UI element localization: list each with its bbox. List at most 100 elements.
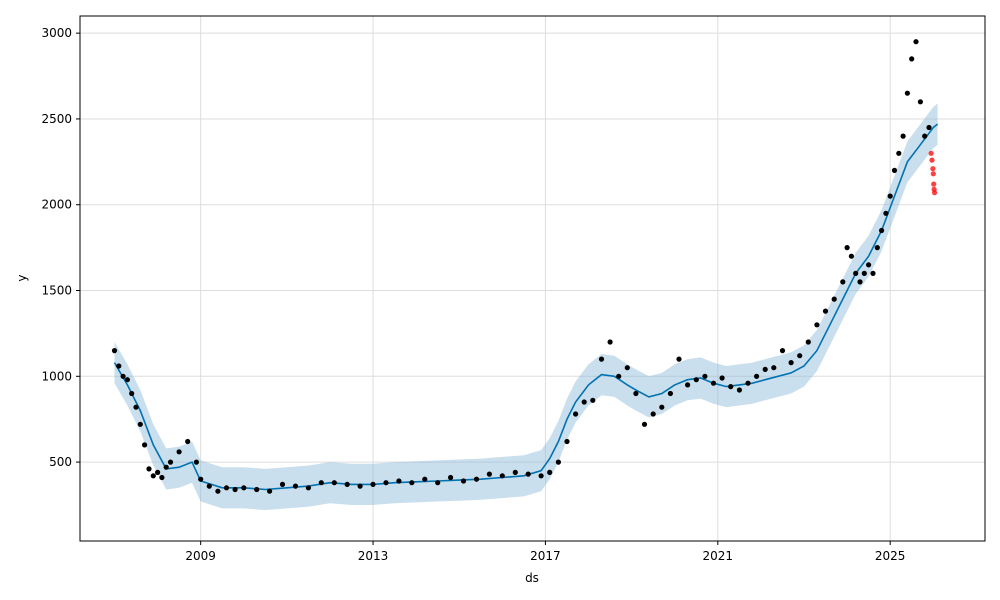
observed-point [292,483,299,489]
observed-point [831,296,837,302]
observed-point [525,471,531,477]
holdout-points [928,150,938,196]
observed-point [779,348,786,354]
observed-point [305,485,311,491]
observed-point [318,480,324,486]
observed-point [710,380,717,386]
observed-point [844,245,850,251]
observed-point [193,459,199,465]
observed-point [241,485,247,491]
observed-point [650,411,656,417]
observed-point [116,363,122,369]
observed-point [762,366,768,372]
observed-point [120,373,126,379]
observed-point [926,124,932,131]
forecast-path [113,123,939,491]
observed-point [215,488,221,494]
observed-point [870,270,876,276]
uncertainty-band [114,103,938,511]
observed-point [667,390,674,397]
observed-point [659,404,665,410]
observed-point [848,253,855,259]
observed-point [150,473,156,479]
observed-point [142,442,148,448]
observed-point [857,279,863,285]
observed-point [185,438,191,445]
observed-point [129,390,135,397]
y-tick-label: 500 [49,455,72,469]
observed-point [797,353,803,359]
x-tick-label: 2009 [185,549,216,563]
observed-point [771,365,777,371]
observed-point [163,464,169,470]
observed-point [448,474,454,481]
grid [80,16,985,541]
observed-point [331,480,337,486]
observed-points [111,39,932,494]
observed-point [124,377,130,383]
y-tick-label: 1500 [41,284,72,298]
observed-point [598,356,605,362]
x-tick-label: 2017 [530,549,561,563]
observed-point [279,481,286,487]
observed-point [641,421,648,427]
observed-point [223,485,230,491]
observed-point [853,270,859,276]
plot-frame [79,15,986,542]
observed-point [547,469,553,475]
y-axis: 500 1000 1500 2000 2500 3000 [41,26,80,469]
x-axis: 2009 2013 2017 2021 2025 [185,541,905,563]
observed-point [267,488,273,494]
holdout-point [930,166,936,172]
observed-point [633,390,639,397]
observed-point [754,373,760,379]
observed-point [254,486,260,493]
observed-point [581,399,587,405]
observed-point [486,471,492,477]
observed-point [922,133,928,139]
observed-point [685,382,691,388]
holdout-point [929,157,935,163]
observed-point [607,339,613,345]
observed-point [879,227,885,234]
observed-point [133,404,139,410]
observed-point [167,459,174,465]
observed-point [909,56,915,62]
observed-point [409,480,415,486]
observed-point [840,279,846,285]
forecast-line [113,123,939,491]
observed-point [460,478,467,484]
observed-point [861,270,867,276]
observed-point [383,480,389,486]
observed-point [693,377,699,383]
observed-point [111,348,118,354]
observed-point [146,466,152,472]
y-axis-title: y [15,274,29,281]
holdout-point [930,171,936,177]
holdout-point [932,190,938,196]
observed-point [435,480,441,486]
observed-point [883,210,889,216]
observed-point [805,339,811,345]
x-tick-label: 2021 [703,549,734,563]
observed-point [155,469,161,475]
observed-point [814,322,820,328]
observed-point [499,473,505,479]
observed-point [788,360,794,366]
observed-point [370,481,376,487]
observed-point [745,380,751,386]
observed-point [616,373,622,379]
observed-point [564,438,570,445]
observed-point [624,365,630,371]
observed-point [473,476,480,482]
observed-point [822,308,829,314]
holdout-point [931,181,937,187]
x-axis-title: ds [525,571,539,585]
observed-point [896,150,902,156]
band-area [114,103,938,511]
observed-point [555,459,562,465]
y-tick-label: 2000 [41,198,72,212]
observed-point [198,476,204,482]
observed-point [357,483,363,489]
plot-background [80,16,985,541]
